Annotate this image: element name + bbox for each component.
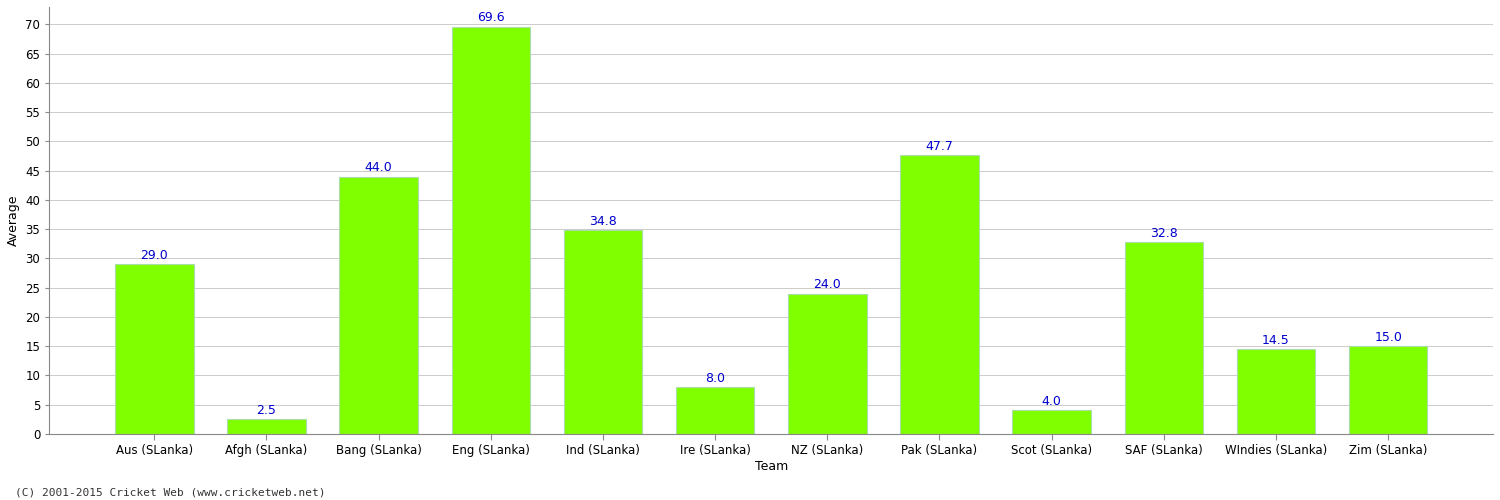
Bar — [1236, 349, 1316, 434]
Text: 32.8: 32.8 — [1150, 226, 1178, 239]
Text: 47.7: 47.7 — [926, 140, 954, 152]
Text: 29.0: 29.0 — [141, 249, 168, 262]
Bar — [1125, 242, 1203, 434]
Bar — [339, 176, 418, 434]
Text: 34.8: 34.8 — [590, 215, 616, 228]
Bar — [116, 264, 194, 434]
Bar — [676, 387, 754, 434]
X-axis label: Team: Team — [754, 460, 788, 473]
Bar — [452, 27, 530, 434]
Text: (C) 2001-2015 Cricket Web (www.cricketweb.net): (C) 2001-2015 Cricket Web (www.cricketwe… — [15, 488, 326, 498]
Text: 8.0: 8.0 — [705, 372, 724, 384]
Text: 24.0: 24.0 — [813, 278, 842, 291]
Bar — [1348, 346, 1428, 434]
Bar — [1013, 410, 1090, 434]
Bar — [226, 419, 306, 434]
Bar — [564, 230, 642, 434]
Text: 14.5: 14.5 — [1262, 334, 1290, 346]
Y-axis label: Average: Average — [8, 194, 20, 246]
Bar — [900, 155, 978, 434]
Text: 15.0: 15.0 — [1374, 331, 1402, 344]
Text: 69.6: 69.6 — [477, 12, 504, 24]
Text: 44.0: 44.0 — [364, 161, 393, 174]
Bar — [788, 294, 867, 434]
Text: 2.5: 2.5 — [256, 404, 276, 417]
Text: 4.0: 4.0 — [1041, 395, 1062, 408]
